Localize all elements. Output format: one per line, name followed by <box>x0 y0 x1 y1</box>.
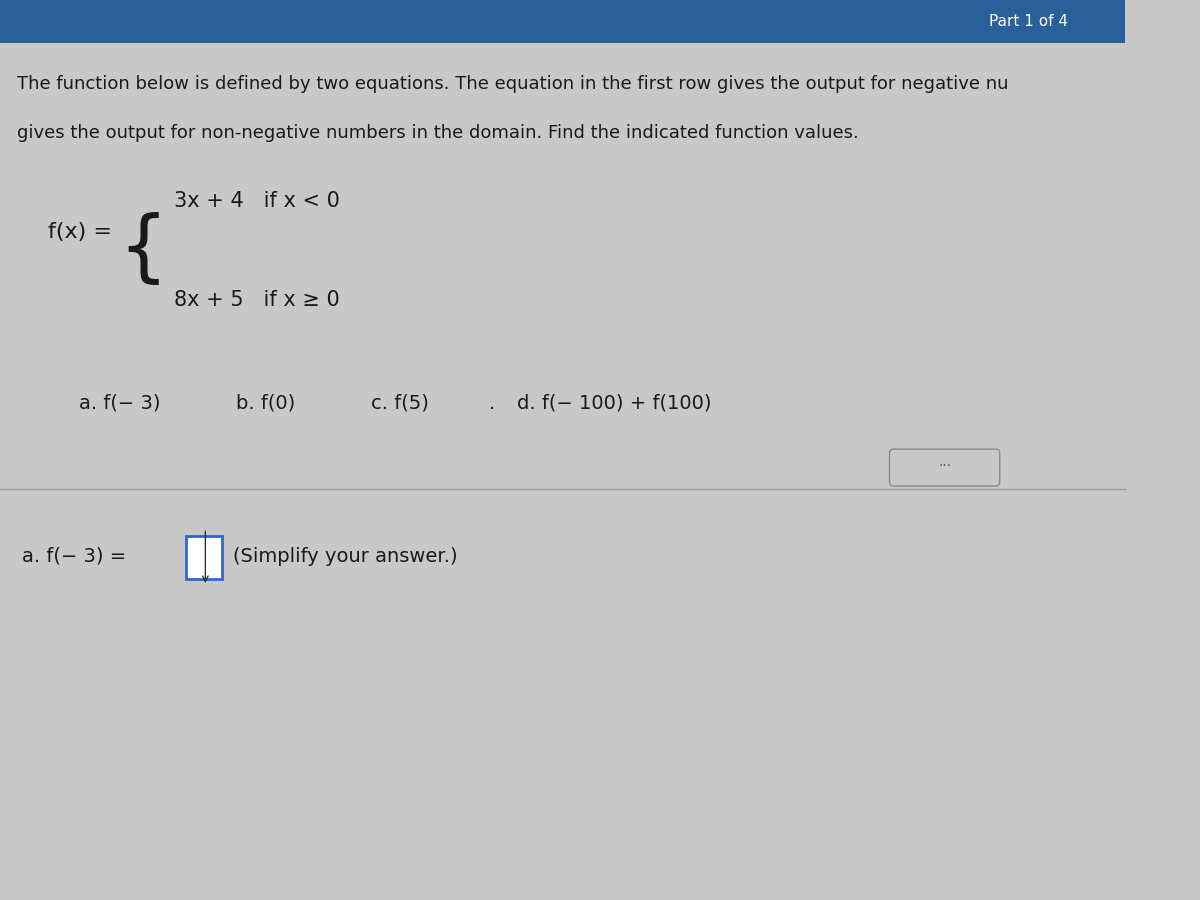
FancyBboxPatch shape <box>0 0 1124 43</box>
FancyBboxPatch shape <box>889 449 1000 486</box>
Text: The function below is defined by two equations. The equation in the first row gi: The function below is defined by two equ… <box>17 75 1008 93</box>
Text: c. f(5): c. f(5) <box>371 393 428 413</box>
Text: (Simplify your answer.): (Simplify your answer.) <box>233 546 457 566</box>
Text: ···: ··· <box>938 459 952 473</box>
Text: b. f(0): b. f(0) <box>236 393 295 413</box>
Text: a. f(− 3) =: a. f(− 3) = <box>23 546 127 566</box>
FancyBboxPatch shape <box>186 536 222 579</box>
Text: 3x + 4   if x < 0: 3x + 4 if x < 0 <box>174 191 340 211</box>
Text: 8x + 5   if x ≥ 0: 8x + 5 if x ≥ 0 <box>174 290 340 310</box>
Text: Part 1 of 4: Part 1 of 4 <box>989 14 1068 29</box>
Text: a. f(− 3): a. f(− 3) <box>79 393 161 413</box>
Text: gives the output for non-negative numbers in the domain. Find the indicated func: gives the output for non-negative number… <box>17 124 859 142</box>
Text: {: { <box>118 212 168 288</box>
Text: .: . <box>490 393 496 413</box>
Text: d. f(− 100) + f(100): d. f(− 100) + f(100) <box>517 393 712 413</box>
Text: f(x) =: f(x) = <box>48 222 113 242</box>
